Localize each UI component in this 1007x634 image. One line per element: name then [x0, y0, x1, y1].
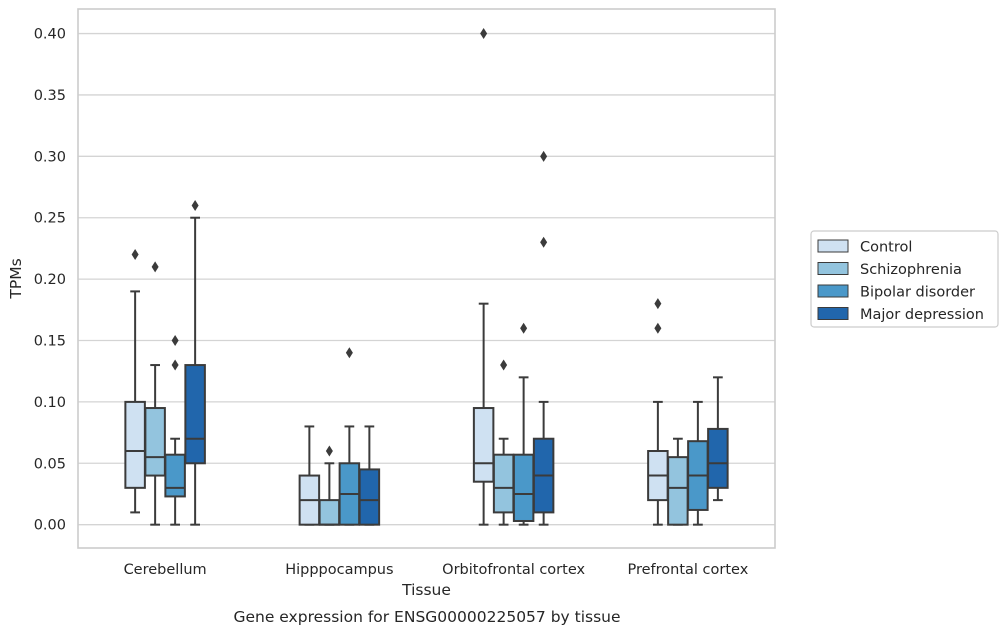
- box-body: [144, 407, 166, 477]
- legend-label: Bipolar disorder: [860, 285, 975, 301]
- outlier-point: [540, 236, 548, 248]
- legend-swatch: [817, 239, 849, 253]
- outlier-point: [540, 150, 548, 162]
- plot-frame: [77, 8, 776, 549]
- y-tick-label: 0.25: [34, 211, 66, 227]
- box-body: [318, 499, 341, 526]
- box-body: [492, 453, 515, 514]
- legend: Control Schizophrenia Bipolar disorder Majo…: [810, 230, 999, 328]
- legend-swatch: [817, 307, 849, 320]
- outlier-point: [151, 261, 159, 273]
- outlier-point: [325, 445, 333, 457]
- box-control: [647, 298, 669, 526]
- box-major-depression: [707, 376, 729, 502]
- y-tick-label: 0.35: [34, 88, 66, 104]
- box-schizophrenia: [492, 359, 515, 526]
- y-tick-label: 0.20: [34, 272, 66, 288]
- y-tick-label: 0.15: [34, 334, 66, 350]
- outlier-point: [520, 322, 528, 334]
- x-tick-label: Cerebellum: [124, 562, 207, 578]
- x-axis-title: Tissue: [401, 581, 451, 599]
- box-control: [124, 249, 146, 514]
- box-bipolar-disorder: [338, 347, 361, 526]
- outlier-point: [171, 359, 179, 371]
- outlier-point: [654, 298, 662, 310]
- outlier-point: [480, 28, 488, 40]
- box-major-depression: [532, 150, 555, 526]
- legend-swatch: [817, 284, 849, 298]
- outlier-point: [654, 322, 662, 334]
- legend-swatch: [817, 262, 849, 275]
- box-body: [472, 407, 495, 483]
- outlier-point: [500, 359, 508, 371]
- legend-frame: [810, 230, 999, 328]
- y-tick-label: 0.30: [34, 149, 66, 165]
- y-tick-label: 0.10: [34, 395, 66, 411]
- legend-label: Schizophrenia: [860, 262, 962, 278]
- box-body: [707, 427, 729, 489]
- boxes: [124, 28, 729, 526]
- box-body: [124, 400, 146, 489]
- box-major-depression: [358, 425, 381, 526]
- box-bipolar-disorder: [512, 322, 535, 526]
- outlier-point: [171, 335, 179, 347]
- y-axis-title: TPMs: [7, 258, 25, 299]
- box-schizophrenia: [318, 445, 341, 526]
- box-major-depression: [184, 199, 206, 526]
- box-control: [472, 28, 495, 526]
- box-body: [667, 456, 689, 526]
- x-tick-label: Hipppocampus: [285, 562, 393, 578]
- box-schizophrenia: [667, 437, 689, 526]
- box-control: [298, 425, 321, 526]
- legend-item: Major depression: [817, 307, 984, 323]
- y-tick-label: 0.00: [34, 518, 66, 534]
- x-tick-labels: Cerebellum Hipppocampus Orbitofrontal cort…: [124, 562, 749, 578]
- chart-caption: Gene expression for ENSG00000225057 by t…: [233, 608, 620, 626]
- legend-item: Bipolar disorder: [817, 284, 975, 301]
- box-body: [358, 468, 381, 526]
- outlier-point: [131, 249, 139, 261]
- legend-label: Control: [860, 240, 912, 256]
- outlier-point: [345, 347, 353, 359]
- box-body: [184, 364, 206, 465]
- box-bipolar-disorder: [164, 335, 186, 526]
- grid-lines: [78, 32, 775, 526]
- y-tick-label: 0.40: [34, 27, 66, 43]
- box-body: [164, 453, 186, 498]
- box-schizophrenia: [144, 261, 166, 526]
- box-body: [512, 453, 535, 522]
- outlier-point: [191, 199, 199, 211]
- legend-label: Major depression: [860, 307, 984, 323]
- box-bipolar-disorder: [687, 400, 709, 526]
- x-tick-label: Orbitofrontal cortex: [442, 562, 585, 578]
- y-tick-labels: 0.00 0.05 0.10 0.15 0.20 0.25 0.30 0.35 0.40: [34, 27, 66, 534]
- y-tick-label: 0.05: [34, 456, 66, 472]
- x-tick-label: Prefrontal cortex: [627, 562, 748, 578]
- legend-item: Control: [817, 239, 912, 256]
- legend-item: Schizophrenia: [817, 262, 962, 278]
